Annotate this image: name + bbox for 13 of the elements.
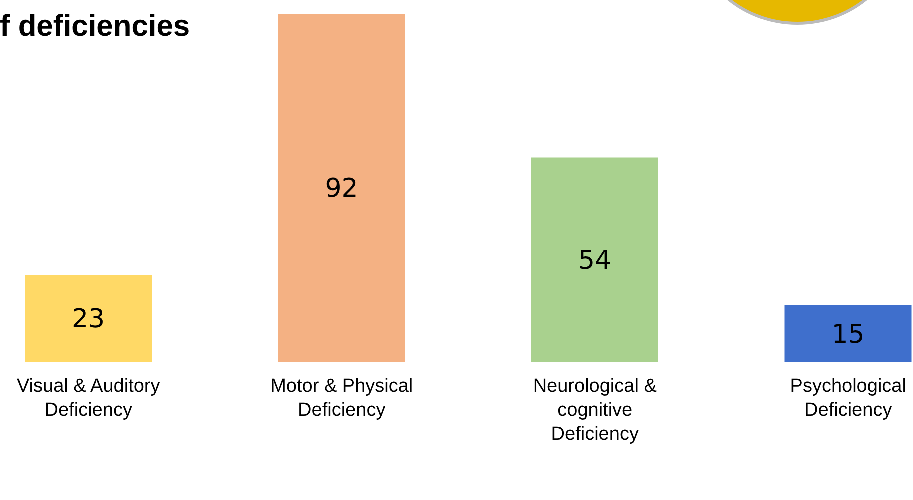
x-tick-label: Neurological & cognitive Deficiency [533, 376, 658, 445]
bar [278, 14, 406, 362]
bar [784, 305, 912, 362]
data-label: 92 [325, 174, 358, 204]
data-label: 23 [72, 304, 106, 335]
bar [25, 275, 152, 362]
chart-title: f deficiencies [0, 10, 190, 44]
x-tick-label: Psychological Deficiency [790, 376, 906, 421]
x-tick-label: Visual & Auditory Deficiency [16, 376, 161, 421]
data-label: 15 [832, 320, 865, 350]
x-tick-label: Motor & Physical Deficiency [270, 376, 414, 421]
bar [532, 158, 658, 362]
data-label: 54 [578, 246, 612, 276]
